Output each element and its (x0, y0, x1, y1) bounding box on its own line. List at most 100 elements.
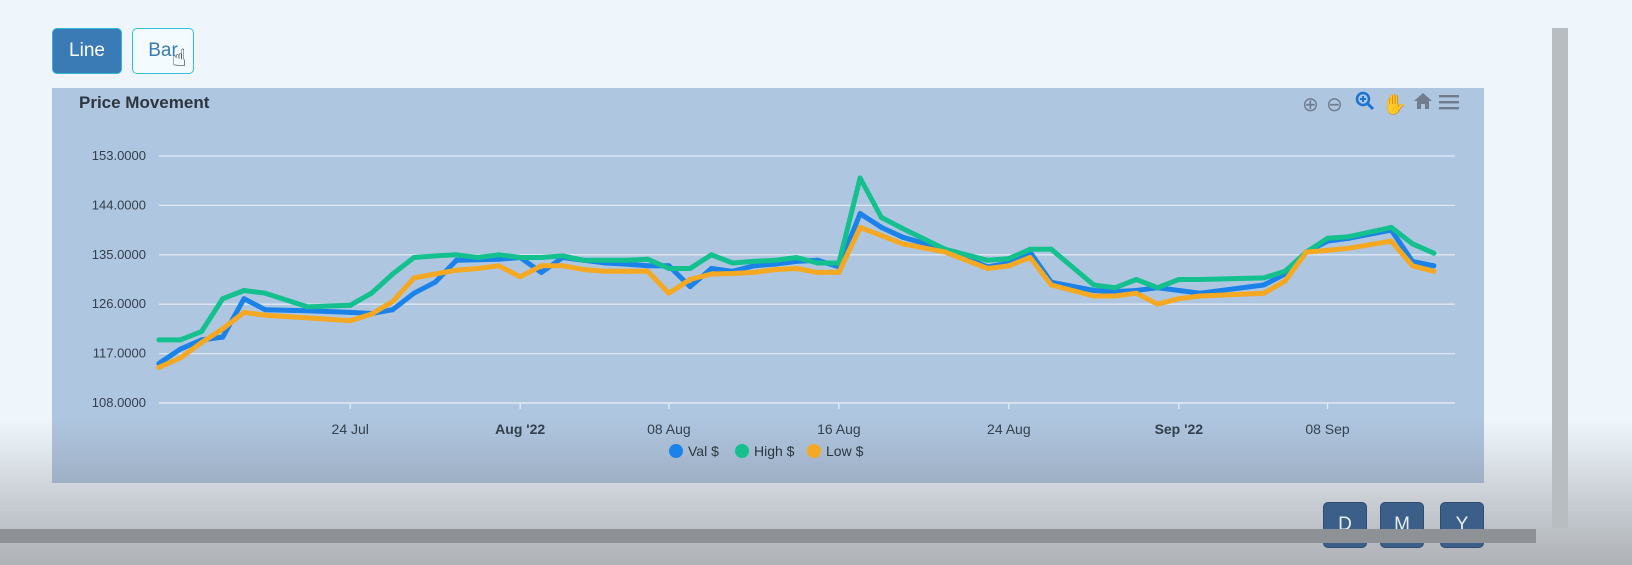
data-point (368, 290, 374, 296)
data-point (581, 267, 587, 273)
data-point (1006, 256, 1012, 262)
home-icon[interactable] (1412, 90, 1434, 118)
data-point (517, 255, 523, 261)
data-point (857, 211, 863, 217)
data-point (220, 334, 226, 340)
line-chart-button[interactable]: Line (52, 28, 122, 74)
data-point (390, 271, 396, 277)
data-point (1133, 290, 1139, 296)
data-point (708, 271, 714, 277)
data-point (878, 224, 884, 230)
data-point (262, 307, 268, 313)
x-tick-label: 08 Sep (1305, 421, 1350, 437)
data-point (1176, 277, 1182, 282)
data-point (1410, 241, 1416, 247)
grid-layer: 108.0000 117.0000 126.0000 135.0000 144.0000… (92, 148, 1455, 410)
data-point (772, 261, 778, 267)
data-point (1346, 234, 1352, 240)
data-point (857, 175, 863, 181)
x-axis: 24 Jul Aug '22 08 Aug 16 Aug 24 Aug Sep '22 08… (159, 402, 1455, 437)
series-points (156, 224, 1437, 370)
data-point (1155, 301, 1161, 307)
zoom-out-icon[interactable]: ⊖ (1326, 94, 1343, 116)
legend-item[interactable]: Low $ (807, 443, 864, 459)
data-point (453, 267, 459, 273)
data-point (708, 266, 714, 272)
data-point (538, 263, 544, 269)
data-point (730, 260, 736, 266)
data-point (942, 249, 948, 255)
data-point (1431, 263, 1437, 269)
price-movement-chart: Price Movement 108.0000117.0000126.00001… (79, 93, 1455, 459)
x-tick-label: 24 Jul (332, 421, 369, 437)
data-point (1048, 246, 1054, 252)
data-point (1197, 293, 1203, 299)
data-point (878, 214, 884, 220)
zoom-in-icon[interactable]: ⊕ (1302, 94, 1319, 116)
data-point (1261, 290, 1267, 296)
data-point (1431, 250, 1437, 256)
vertical-scrollbar[interactable] (1552, 28, 1568, 528)
data-point (900, 241, 906, 247)
legend-label: Low $ (826, 443, 864, 459)
data-point (1091, 293, 1097, 299)
data-point (985, 266, 991, 272)
data-point (432, 271, 438, 277)
data-point (1027, 255, 1033, 261)
data-point (1112, 293, 1118, 299)
data-point (432, 279, 438, 285)
data-point (645, 268, 651, 274)
data-point (1048, 282, 1054, 288)
data-point (1303, 249, 1309, 255)
data-point (220, 296, 226, 302)
data-point (496, 252, 502, 258)
legend-item[interactable]: High $ (735, 443, 795, 459)
x-tick-label: Sep '22 (1155, 421, 1204, 437)
data-point (1091, 282, 1097, 288)
legend-item[interactable]: Val $ (669, 443, 719, 459)
pan-hand-icon[interactable]: ✋ (1382, 94, 1407, 116)
data-point (900, 234, 906, 240)
data-point (453, 252, 459, 258)
menu-icon[interactable] (1438, 92, 1460, 118)
data-point (793, 255, 799, 261)
data-point (1112, 289, 1118, 295)
chart-panel: Price Movement 108.0000 117.0000 126.0000 1… (52, 88, 1484, 483)
data-point (560, 253, 566, 259)
data-point (1346, 245, 1352, 251)
chart-title: Price Movement (79, 93, 210, 112)
data-point (1410, 263, 1416, 269)
data-point (751, 269, 757, 275)
data-point (198, 340, 204, 346)
data-point (156, 337, 162, 343)
data-point (1176, 287, 1182, 293)
data-point (602, 257, 608, 263)
data-point (390, 307, 396, 313)
data-point (666, 266, 672, 272)
data-point (517, 274, 523, 280)
y-tick-label: 153.0000 (92, 148, 146, 163)
data-point (602, 268, 608, 274)
search-icon[interactable] (1354, 90, 1376, 118)
data-point (177, 346, 183, 352)
data-point (772, 257, 778, 263)
data-point (1112, 285, 1118, 291)
data-point (1431, 268, 1437, 274)
data-point (815, 269, 821, 275)
data-point (156, 364, 162, 370)
data-point (1282, 268, 1288, 274)
data-point (177, 337, 183, 343)
data-point (1261, 275, 1267, 281)
bar-chart-button[interactable]: Bar (132, 28, 194, 74)
data-point (751, 263, 757, 269)
series-line-val (156, 211, 1437, 366)
data-point (985, 257, 991, 263)
data-point (751, 258, 757, 264)
data-point (623, 261, 629, 267)
legend[interactable]: Val $ High $ Low $ (669, 443, 864, 459)
data-point (1155, 285, 1161, 291)
horizontal-scrollbar[interactable] (0, 529, 1536, 543)
data-point (305, 304, 311, 310)
data-point (432, 253, 438, 259)
data-point (538, 255, 544, 261)
